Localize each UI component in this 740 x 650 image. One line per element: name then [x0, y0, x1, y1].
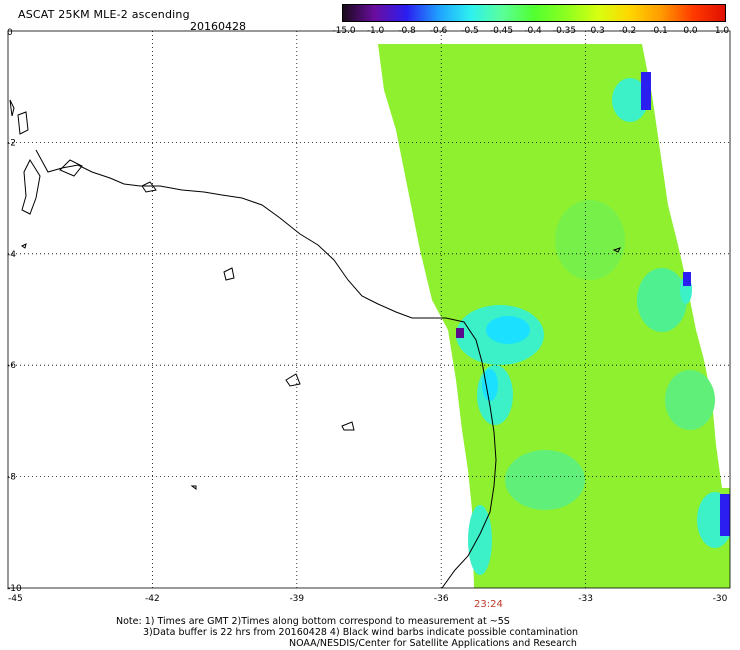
longitude-tick-label: -36	[434, 594, 449, 604]
latitude-tick-label: 0	[7, 28, 13, 38]
longitude-tick-label: -39	[289, 594, 304, 604]
footer-credit: NOAA/NESDIS/Center for Satellite Applica…	[289, 638, 577, 649]
latitude-tick-label: -4	[7, 250, 16, 260]
longitude-tick-label: -30	[713, 594, 728, 604]
longitude-tick-label: -45	[8, 594, 23, 604]
latitude-tick-label: -6	[7, 361, 16, 371]
colorbar	[342, 4, 726, 22]
latitude-tick-label: -10	[7, 584, 22, 594]
plot-frame	[7, 30, 731, 589]
footer-note-line1: Note: 1) Times are GMT 2)Times along bot…	[116, 616, 510, 627]
wind-swath	[378, 44, 730, 588]
lat-lon-grid	[8, 31, 730, 588]
longitude-ticks: -45 -42 -39 -36 -33 -30	[8, 594, 728, 604]
latitude-ticks: 0 -2 -4 -6 -8 -10	[7, 28, 22, 594]
footer-note-line2: 3)Data buffer is 22 hrs from 20160428 4)…	[143, 627, 579, 638]
product-date: 20160428	[190, 20, 246, 33]
pass-time: 23:24	[474, 599, 503, 610]
latitude-tick-label: -8	[7, 473, 16, 483]
longitude-tick-label: -33	[578, 594, 593, 604]
latitude-tick-label: -2	[7, 138, 16, 148]
product-title: ASCAT 25KM MLE-2 ascending	[18, 8, 190, 21]
longitude-tick-label: -42	[145, 594, 160, 604]
coastline	[9, 99, 621, 588]
